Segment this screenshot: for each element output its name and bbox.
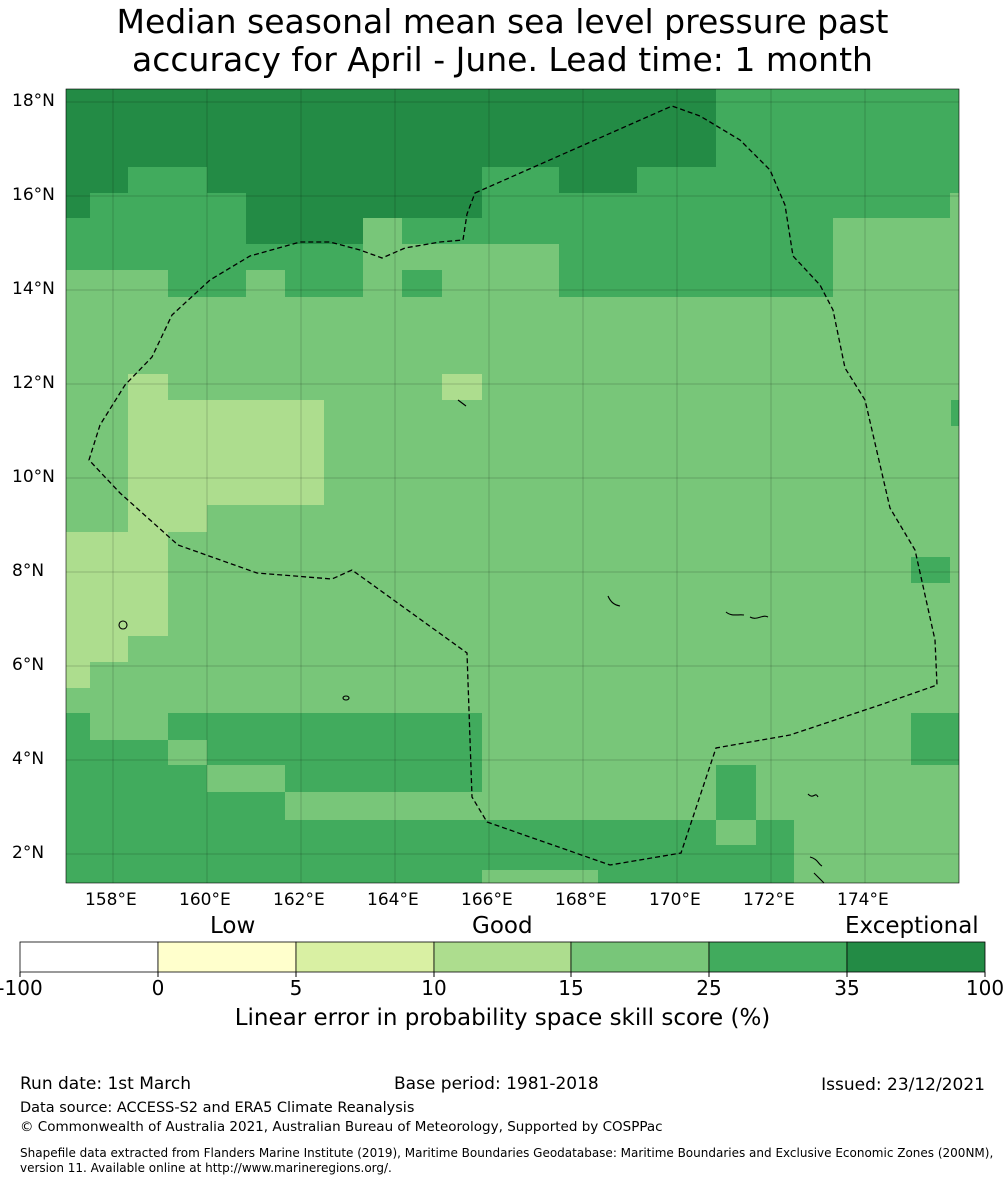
colorbar-tick: 10: [421, 976, 447, 1000]
region-very-good: [559, 244, 833, 270]
region-good-low: [66, 662, 90, 688]
lon-label: 168°E: [555, 890, 607, 910]
region-exceptional: [246, 193, 482, 218]
colorbar-segment: [19, 941, 159, 973]
eez-boundary: [88, 105, 938, 866]
region-good: [66, 688, 90, 713]
region-very-good: [716, 765, 756, 820]
colorbar-segment: [295, 941, 435, 973]
region-very-good: [911, 557, 950, 583]
region-good-low: [66, 532, 168, 636]
region-good: [950, 193, 959, 297]
colorbar-segment: [708, 941, 848, 973]
lat-label: 14°N: [12, 279, 55, 299]
region-exceptional: [207, 167, 482, 193]
data-source: Data source: ACCESS-S2 and ERA5 Climate …: [20, 1100, 415, 1116]
region-good: [66, 270, 128, 297]
lon-label: 160°E: [179, 890, 231, 910]
island-outlines: [118, 399, 825, 884]
lat-label: 8°N: [12, 561, 45, 581]
lat-label: 12°N: [12, 373, 55, 393]
colorbar-tick: 35: [834, 976, 860, 1000]
region-exceptional: [246, 218, 363, 244]
colorbar-segment: [433, 941, 572, 973]
colorbar-label-low: Low: [210, 913, 256, 939]
region-good: [285, 792, 482, 820]
region-exceptional: [66, 193, 90, 218]
colorbar: [19, 941, 986, 977]
lat-label: 4°N: [12, 749, 45, 769]
lon-label: 172°E: [743, 890, 795, 910]
lon-label: 174°E: [837, 890, 889, 910]
map-grid-cells: [66, 89, 959, 883]
region-good: [833, 218, 950, 297]
region-good-low: [168, 400, 324, 505]
lon-label: 162°E: [273, 890, 325, 910]
colorbar-label-exceptional: Exceptional: [845, 913, 979, 939]
lat-label: 6°N: [12, 655, 45, 675]
map-gridlines: [66, 89, 959, 883]
colorbar-segment: [157, 941, 297, 973]
colorbar-tick: 15: [558, 976, 584, 1000]
region-very-good: [402, 270, 442, 297]
region-good: [716, 820, 756, 845]
lon-label: 158°E: [85, 890, 137, 910]
region-exceptional: [66, 89, 716, 167]
colorbar-tick: 25: [696, 976, 722, 1000]
region-good: [246, 270, 285, 297]
region-exceptional: [66, 167, 128, 193]
colorbar-segment: [570, 941, 710, 973]
colorbar-label-good: Good: [472, 913, 533, 939]
region-exceptional: [637, 140, 676, 167]
region-good-low: [66, 636, 128, 662]
colorbar-title: Linear error in probability space skill …: [234, 1005, 771, 1031]
region-good: [168, 740, 207, 765]
region-very-good: [911, 713, 959, 765]
shapefile-credit: Shapefile data extracted from Flanders M…: [20, 1146, 994, 1175]
lon-label: 164°E: [367, 890, 419, 910]
base-period: Base period: 1981-2018: [394, 1074, 599, 1094]
region-good: [90, 713, 168, 740]
region-good-low: [442, 374, 482, 400]
region-good-low: [128, 505, 207, 532]
map-frame: [65, 88, 960, 884]
region-good: [482, 870, 520, 883]
region-good: [520, 870, 598, 883]
lon-label: 170°E: [649, 890, 701, 910]
colorbar-tick: 5: [289, 976, 303, 1000]
colorbar-tick: -100: [0, 976, 43, 1000]
lat-label: 2°N: [12, 843, 45, 863]
colorbar-segment: [846, 941, 986, 973]
map-title-line-1: Median seasonal mean sea level pressure …: [116, 2, 889, 41]
lon-label: 166°E: [461, 890, 513, 910]
lat-label: 18°N: [12, 91, 55, 111]
issued-date: Issued: 23/12/2021: [821, 1075, 985, 1095]
map-title-line-2: accuracy for April - June. Lead time: 1 …: [132, 40, 873, 79]
lat-label: 16°N: [12, 185, 55, 205]
colorbar-tick: 100: [965, 976, 1005, 1000]
lat-label: 10°N: [12, 467, 55, 487]
region-good: [128, 270, 168, 297]
region-exceptional: [559, 167, 637, 193]
region-very-good: [951, 400, 959, 426]
copyright: © Commonwealth of Australia 2021, Austra…: [20, 1119, 663, 1135]
colorbar-tick: 0: [151, 976, 165, 1000]
run-date: Run date: 1st March: [20, 1074, 192, 1094]
region-good: [207, 765, 285, 792]
